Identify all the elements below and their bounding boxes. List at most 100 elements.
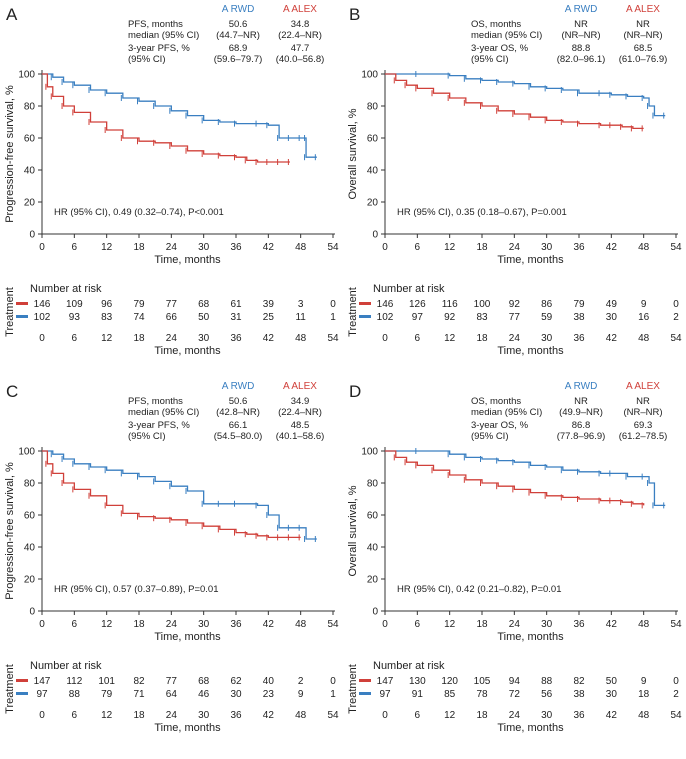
y-tick-label: 40 <box>24 166 36 177</box>
x-tick-label: 54 <box>670 242 682 253</box>
stat-alex-value: 34.9 <box>291 396 310 407</box>
risk-table-ylabel: Treatment <box>4 664 16 714</box>
stat-label: (95% CI) <box>471 431 508 442</box>
risk-count-rwd: 30 <box>606 312 618 323</box>
risk-count-rwd: 30 <box>230 689 242 700</box>
risk-count-rwd: 92 <box>444 312 456 323</box>
risk-count-rwd: 1 <box>330 312 336 323</box>
y-tick-label: 40 <box>367 166 379 177</box>
stat-label: 3-year PFS, % <box>128 420 190 431</box>
stat-rwd-ci: (49.9–NR) <box>559 407 603 418</box>
legend-rwd: A RWD <box>565 381 598 392</box>
stat-alex-ci: (22.4–NR) <box>278 30 322 41</box>
risk-count-rwd: 16 <box>638 312 650 323</box>
risk-x-tick-label: 24 <box>166 333 178 344</box>
x-tick-label: 54 <box>670 619 682 630</box>
stat-label: 3-year OS, % <box>471 43 529 54</box>
risk-count-rwd: 64 <box>166 689 178 700</box>
risk-x-tick-label: 54 <box>327 710 339 721</box>
stat-label: (95% CI) <box>471 54 508 65</box>
x-tick-label: 54 <box>327 619 339 630</box>
stat-label: median (95% CI) <box>471 407 542 418</box>
x-tick-label: 0 <box>382 242 388 253</box>
stat-rwd-value: 50.6 <box>229 19 248 30</box>
stat-label: OS, months <box>471 19 521 30</box>
legend-rwd: A RWD <box>565 4 598 15</box>
stat-label: median (95% CI) <box>471 30 542 41</box>
stat-label: median (95% CI) <box>128 407 199 418</box>
y-tick-label: 20 <box>24 198 36 209</box>
risk-x-tick-label: 48 <box>295 710 307 721</box>
stat-alex-value: 34.8 <box>291 19 310 30</box>
x-tick-label: 30 <box>198 619 210 630</box>
hazard-ratio-label: HR (95% CI), 0.42 (0.21–0.82), P=0.01 <box>397 584 562 595</box>
risk-count-alex: 79 <box>133 299 145 310</box>
risk-count-alex: 82 <box>133 676 145 687</box>
x-tick-label: 30 <box>541 619 553 630</box>
x-tick-label: 24 <box>166 242 178 253</box>
y-tick-label: 40 <box>24 543 36 554</box>
risk-count-rwd: 2 <box>673 312 679 323</box>
y-tick-label: 60 <box>367 511 379 522</box>
risk-count-rwd: 31 <box>230 312 242 323</box>
stat-label: 3-year OS, % <box>471 420 529 431</box>
risk-count-rwd: 1 <box>330 689 336 700</box>
risk-table-title: Number at risk <box>373 660 445 672</box>
y-tick-label: 0 <box>29 607 35 618</box>
risk-x-tick-label: 18 <box>476 710 488 721</box>
risk-x-tick-label: 42 <box>263 710 275 721</box>
x-tick-label: 48 <box>638 619 650 630</box>
risk-count-alex: 86 <box>541 299 553 310</box>
risk-count-alex: 82 <box>573 676 585 687</box>
y-axis-label: Overall survival, % <box>347 485 359 576</box>
x-tick-label: 12 <box>101 619 113 630</box>
risk-x-tick-label: 30 <box>198 333 210 344</box>
risk-count-rwd: 88 <box>69 689 81 700</box>
risk-x-tick-label: 54 <box>670 710 682 721</box>
risk-count-rwd: 77 <box>509 312 521 323</box>
x-axis-label: Time, months <box>497 631 564 643</box>
x-tick-label: 6 <box>415 619 421 630</box>
risk-x-axis-label: Time, months <box>497 722 564 734</box>
risk-count-alex: 88 <box>541 676 553 687</box>
risk-count-rwd: 97 <box>36 689 48 700</box>
risk-x-tick-label: 30 <box>198 710 210 721</box>
y-axis-label: Progression-free survival, % <box>4 462 16 600</box>
risk-count-rwd: 102 <box>377 312 394 323</box>
legend-rwd: A RWD <box>222 381 255 392</box>
risk-count-alex: 68 <box>198 299 210 310</box>
x-tick-label: 36 <box>573 619 585 630</box>
risk-count-alex: 146 <box>377 299 394 310</box>
x-tick-label: 12 <box>444 619 456 630</box>
risk-count-rwd: 83 <box>101 312 113 323</box>
risk-count-alex: 49 <box>606 299 618 310</box>
risk-count-alex: 147 <box>34 676 51 687</box>
risk-count-rwd: 78 <box>476 689 488 700</box>
stat-rwd-value: 68.9 <box>229 43 248 54</box>
risk-count-rwd: 59 <box>541 312 553 323</box>
risk-count-alex: 0 <box>330 299 336 310</box>
risk-x-tick-label: 0 <box>382 710 388 721</box>
y-tick-label: 60 <box>367 134 379 145</box>
stat-rwd-ci: (42.8–NR) <box>216 407 260 418</box>
hazard-ratio-label: HR (95% CI), 0.57 (0.37–0.89), P=0.01 <box>54 584 219 595</box>
x-tick-label: 42 <box>606 619 618 630</box>
risk-count-alex: 9 <box>641 676 647 687</box>
risk-x-tick-label: 6 <box>72 333 78 344</box>
risk-x-tick-label: 12 <box>444 710 456 721</box>
risk-count-alex: 0 <box>330 676 336 687</box>
risk-x-tick-label: 12 <box>101 333 113 344</box>
legend-alex: A ALEX <box>283 4 317 15</box>
risk-count-rwd: 38 <box>573 312 585 323</box>
risk-count-rwd: 50 <box>198 312 210 323</box>
stat-rwd-ci: (59.6–79.7) <box>214 54 263 65</box>
risk-count-alex: 61 <box>230 299 242 310</box>
risk-table-title: Number at risk <box>30 660 102 672</box>
km-curve-alex <box>385 73 644 130</box>
risk-count-alex: 94 <box>509 676 521 687</box>
risk-count-alex: 0 <box>673 676 679 687</box>
risk-x-tick-label: 0 <box>39 710 45 721</box>
y-tick-label: 80 <box>24 479 36 490</box>
risk-count-rwd: 74 <box>133 312 145 323</box>
risk-count-rwd: 85 <box>444 689 456 700</box>
